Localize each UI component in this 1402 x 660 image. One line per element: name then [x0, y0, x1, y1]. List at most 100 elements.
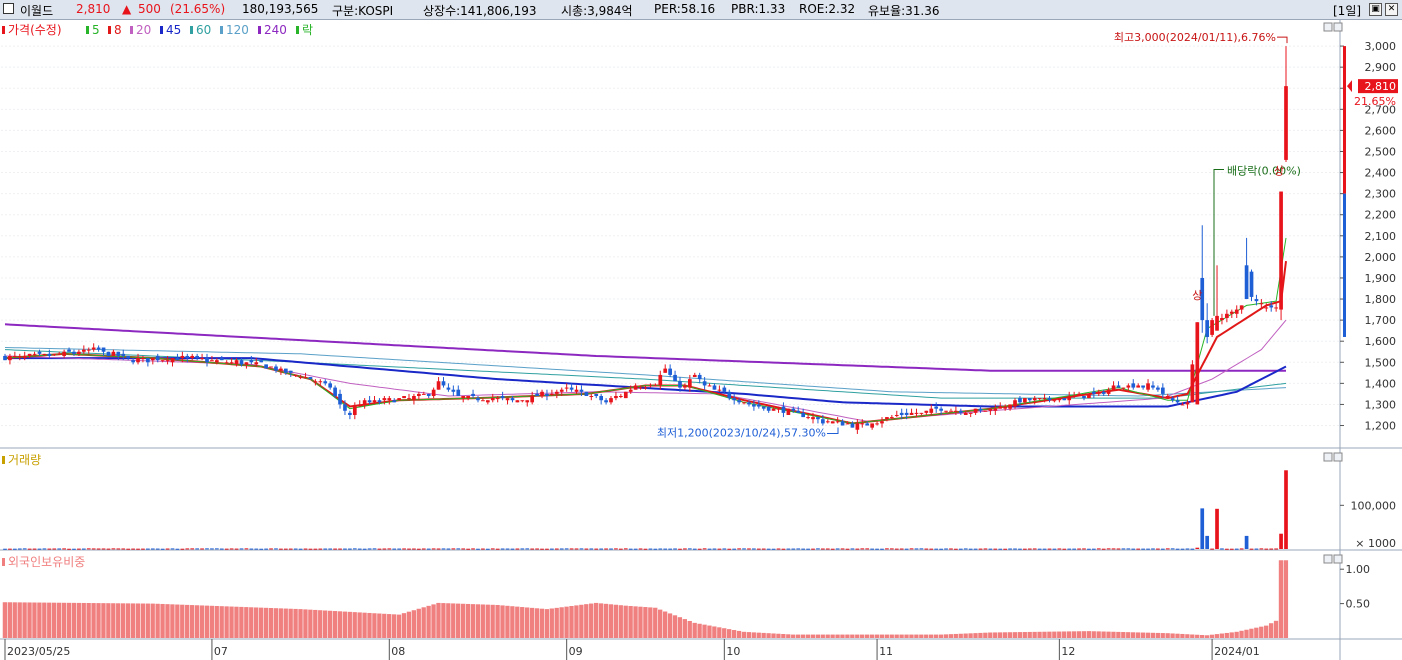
close-icon[interactable]: ✕: [1385, 3, 1398, 16]
candle-body: [1249, 271, 1254, 297]
foreign-bar: [406, 611, 412, 638]
foreign-bar: [598, 603, 604, 638]
foreign-bar: [520, 607, 525, 638]
candle-body: [752, 404, 756, 407]
foreign-bar: [1239, 630, 1244, 638]
volume-bar: [1047, 548, 1052, 550]
candle-body: [303, 377, 308, 379]
volume-bar: [116, 548, 121, 550]
price-legend: 가격(수정) 5 8 20 45 60 120 240 락: [2, 23, 313, 37]
volume-bar: [530, 548, 535, 550]
volume-bar: [13, 548, 17, 550]
foreign-bar: [396, 614, 402, 638]
foreign-bar: [71, 602, 77, 638]
candle-body: [490, 398, 495, 401]
candle-body: [392, 400, 397, 403]
candle-body: [924, 410, 929, 413]
candle-body: [77, 351, 81, 354]
candle-body: [885, 417, 889, 420]
candle-body: [978, 408, 983, 411]
candle-body: [1008, 404, 1012, 409]
volume-bar: [195, 548, 199, 550]
candle-body: [441, 381, 446, 386]
volume-bar: [816, 548, 820, 550]
volume-bar: [1067, 548, 1072, 550]
maximize-icon[interactable]: ▣: [1369, 3, 1382, 16]
foreign-bar: [1106, 631, 1111, 638]
foreign-bar: [495, 604, 500, 638]
foreign-bar: [589, 603, 594, 638]
candle-body: [944, 410, 948, 412]
volume-bar: [1032, 548, 1037, 550]
foreign-bar: [1096, 631, 1101, 638]
price-change: 500: [138, 2, 161, 16]
foreign-bar: [756, 632, 761, 638]
foreign-bar: [313, 609, 318, 638]
price-tick-label: 2,400: [1365, 167, 1397, 180]
candle-body: [963, 412, 968, 415]
candle-body: [328, 383, 333, 388]
foreign-bar: [928, 634, 934, 638]
candle-body: [821, 419, 825, 424]
foreign-bar: [534, 608, 540, 638]
price-tick-label: 2,500: [1365, 145, 1397, 158]
candle-body: [308, 377, 313, 380]
candle-body: [42, 353, 47, 355]
volume-bar: [1082, 548, 1086, 550]
panel-close-icon[interactable]: [1333, 554, 1343, 564]
foreign-bar: [189, 605, 195, 638]
volume-bar: [559, 548, 564, 550]
foreign-bar: [909, 634, 914, 638]
volume-bar: [32, 548, 37, 550]
candle-body: [215, 360, 219, 363]
foreign-bar: [2, 602, 8, 638]
foreign-bar: [490, 604, 495, 638]
volume-bar: [269, 548, 273, 550]
volume-bar: [875, 548, 879, 550]
period-button[interactable]: [1일]: [1333, 4, 1362, 18]
panel-minimize-icon[interactable]: [1323, 22, 1333, 32]
foreign-bar: [416, 608, 421, 638]
candle-body: [870, 423, 874, 428]
volume-bar: [96, 548, 101, 550]
volume-bar: [756, 548, 761, 550]
candle-body: [96, 347, 101, 350]
candle-body: [86, 349, 91, 351]
volume-bar: [564, 548, 569, 550]
foreign-bar: [953, 633, 958, 638]
volume-bar: [633, 548, 638, 550]
panel-minimize-icon[interactable]: [1323, 554, 1333, 564]
foreign-bar: [1229, 632, 1234, 638]
panel-close-icon[interactable]: [1333, 452, 1343, 462]
foreign-bar: [185, 604, 190, 638]
foreign-bar: [1180, 633, 1185, 638]
volume-bar: [446, 548, 451, 550]
panel-minimize-icon[interactable]: [1323, 452, 1333, 462]
candle-body: [274, 366, 278, 371]
select-checkbox[interactable]: [3, 3, 14, 14]
candle-body: [111, 351, 116, 356]
candle-body: [530, 396, 535, 403]
volume-bar: [352, 548, 357, 550]
volume-bar: [288, 548, 293, 550]
volume-bar: [835, 548, 840, 550]
volume-bar: [417, 548, 421, 550]
candle-body: [540, 391, 544, 397]
candle-body: [1106, 389, 1111, 394]
foreign-bar: [1224, 632, 1229, 638]
market-cap: 시총:3,984억: [561, 4, 633, 18]
candle-body: [579, 389, 584, 392]
foreign-bar: [707, 625, 712, 638]
candle-body: [57, 353, 62, 355]
volume-bar: [830, 548, 835, 550]
panel-close-icon[interactable]: [1333, 22, 1343, 32]
volume-bar: [1121, 548, 1126, 550]
foreign-bar: [1165, 633, 1170, 638]
volume-bar: [628, 548, 633, 550]
foreign-bar: [958, 633, 963, 638]
volume-bar: [318, 548, 323, 550]
stock-chart[interactable]: 1,200 1,300 1,400 1,500 1,600 1,700 1,800 1,900…: [0, 20, 1402, 660]
foreign-bar: [436, 602, 441, 638]
foreign-bar: [993, 632, 998, 638]
foreign-bar: [160, 603, 165, 638]
